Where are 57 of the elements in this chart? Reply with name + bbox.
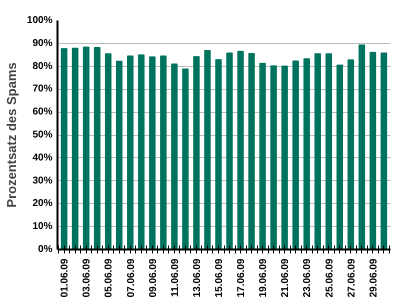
y-tick-label: 20% xyxy=(32,198,53,210)
bar xyxy=(193,56,200,250)
bar xyxy=(292,60,299,250)
bar xyxy=(336,64,344,250)
bar xyxy=(82,46,90,250)
x-tick-label: 03.06.09 xyxy=(82,258,93,298)
x-tick-label: 07.06.09 xyxy=(126,258,137,298)
y-tick-label: 40% xyxy=(32,152,53,164)
y-tick-label: 0% xyxy=(38,244,53,255)
bar xyxy=(270,65,277,250)
bar xyxy=(149,56,156,250)
bar xyxy=(60,48,68,250)
y-tick-label: 60% xyxy=(32,106,53,118)
y-tick-label: 100% xyxy=(26,15,53,26)
y-tick-label: 90% xyxy=(32,38,53,49)
x-tick-label: 27.06.09 xyxy=(346,258,358,298)
x-tick-label: 09.06.09 xyxy=(148,258,159,298)
x-tick-label: 01.06.09 xyxy=(60,258,71,298)
bar xyxy=(348,59,354,250)
x-tick-label: 21.06.09 xyxy=(280,258,292,298)
bar xyxy=(325,53,332,250)
bar xyxy=(104,53,112,250)
bar xyxy=(226,52,233,250)
y-tick-label: 80% xyxy=(32,60,53,72)
x-tick-label: 17.06.09 xyxy=(236,258,248,298)
y-tick-label: 50% xyxy=(32,130,53,140)
x-tick-label: 05.06.09 xyxy=(104,258,115,298)
x-tick-label: 11.06.09 xyxy=(170,258,181,297)
bar xyxy=(281,66,288,250)
y-axis-title: Prozentsatz des Spams xyxy=(4,62,19,208)
bar xyxy=(160,55,167,250)
y-tick-label: 10% xyxy=(32,221,53,232)
x-tick-label: 23.06.09 xyxy=(302,258,314,298)
bar xyxy=(259,62,266,250)
bar xyxy=(314,53,321,250)
bar xyxy=(182,68,189,250)
bar xyxy=(303,58,310,250)
bar xyxy=(215,59,222,250)
x-tick-label: 25.06.09 xyxy=(324,258,336,298)
bar xyxy=(94,47,100,250)
bar xyxy=(358,44,366,250)
x-tick-label: 15.06.09 xyxy=(214,258,225,298)
bar xyxy=(380,52,388,250)
bar xyxy=(127,55,134,250)
x-tick-label: 13.06.09 xyxy=(192,258,203,298)
bar xyxy=(237,50,244,250)
x-tick-label: 19.06.09 xyxy=(258,258,270,298)
bar xyxy=(248,52,255,250)
bar xyxy=(138,54,145,250)
bar xyxy=(204,50,211,250)
y-tick-label: 30% xyxy=(32,175,53,186)
y-tick-label: 70% xyxy=(32,84,53,95)
bar xyxy=(116,60,123,250)
bar xyxy=(72,48,78,250)
bar xyxy=(171,64,178,250)
x-tick-label: 29.06.09 xyxy=(368,258,380,298)
bar xyxy=(370,52,376,250)
